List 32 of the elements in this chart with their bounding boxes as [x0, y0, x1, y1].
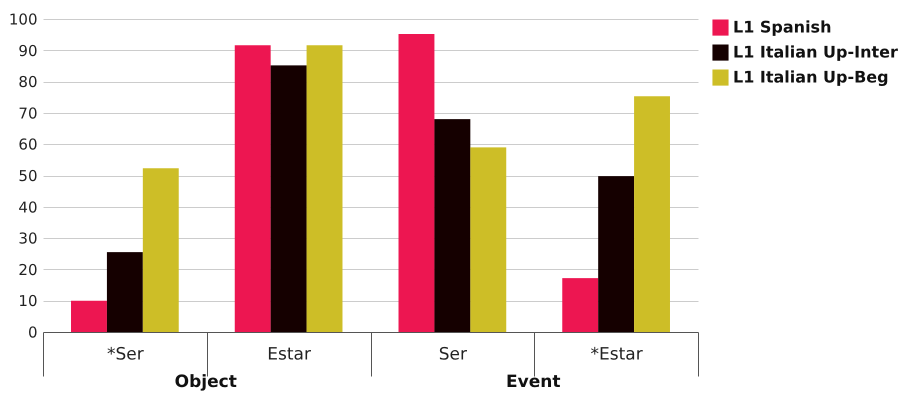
y-tick-label: 80 [18, 73, 38, 92]
x-tick-label: *Estar [590, 344, 643, 364]
x-tick-label: *Ser [107, 344, 144, 364]
bar [71, 300, 107, 332]
y-tick-label: 70 [18, 104, 38, 122]
x-tick-label: Ser [438, 344, 467, 364]
y-tick-label: 90 [18, 42, 38, 60]
text: Object [174, 372, 238, 392]
bar [598, 176, 634, 332]
bar [562, 278, 598, 332]
y-tick-label: 10 [18, 292, 38, 310]
legend-label: L1 Italian Up-Beg [733, 68, 889, 86]
bar [398, 34, 434, 332]
y-tick-label: 100 [8, 10, 38, 28]
bar [270, 65, 307, 332]
bar [306, 45, 342, 332]
text: Event [505, 372, 562, 392]
legend-label: L1 Spanish [733, 18, 832, 36]
bar [106, 252, 143, 332]
bar [634, 96, 670, 332]
bar [470, 147, 506, 332]
y-tick-label: 0 [28, 324, 38, 342]
y-tick-label: 30 [18, 230, 38, 248]
bar [434, 119, 470, 332]
legend-label: L1 Italian Up-Inter [733, 42, 898, 62]
y-tick-label: 20 [18, 260, 38, 279]
bar [234, 45, 271, 332]
y-tick-label: 40 [18, 198, 38, 216]
y-tick-label: 50 [18, 167, 38, 185]
x-tick-label: Estar [267, 344, 311, 364]
bar [142, 168, 179, 332]
y-tick-label: 60 [18, 136, 38, 154]
